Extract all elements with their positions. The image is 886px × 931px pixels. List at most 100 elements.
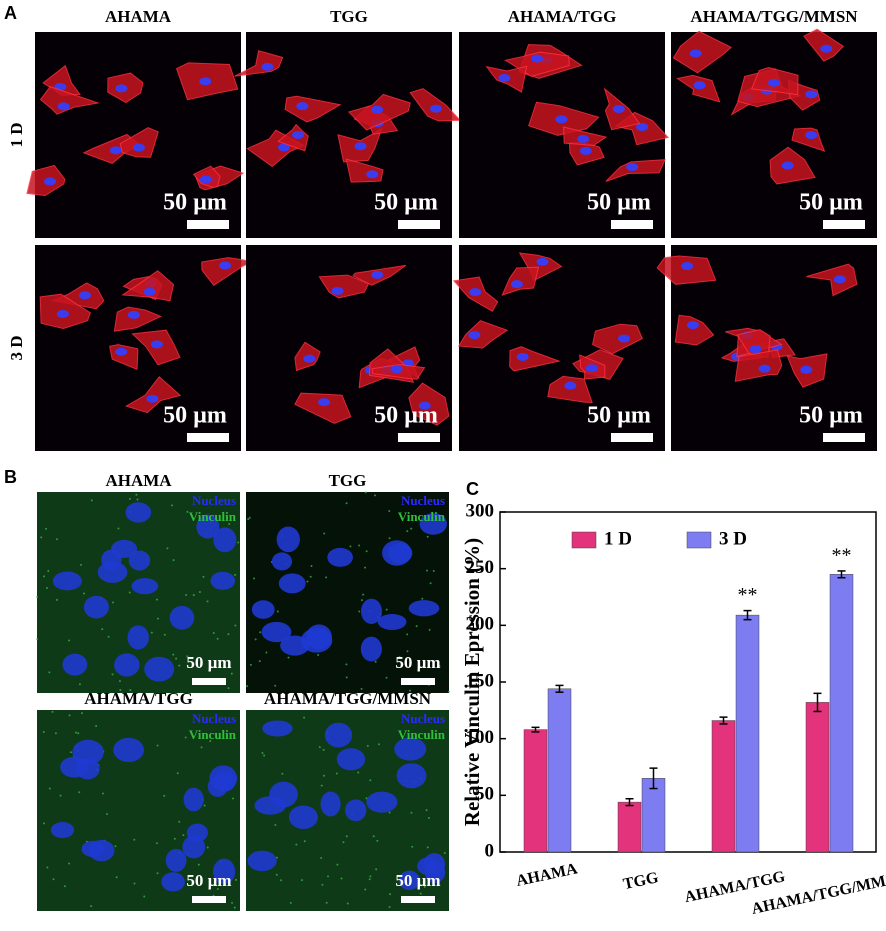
speckle: [388, 537, 391, 540]
speckle: [364, 888, 367, 891]
speckle: [156, 598, 159, 601]
speckle: [135, 493, 138, 496]
speckle: [47, 569, 50, 572]
speckle: [369, 779, 372, 782]
speckle: [432, 569, 435, 572]
micrograph: 50 µm: [452, 245, 665, 451]
nucleus: [125, 502, 152, 523]
scale-bar: [187, 433, 229, 442]
speckle: [406, 633, 409, 636]
speckle: [309, 575, 312, 578]
speckle: [52, 878, 55, 881]
nucleus: [318, 398, 331, 407]
speckle: [335, 772, 338, 775]
nucleus: [128, 550, 151, 571]
scale-bar: [823, 220, 865, 229]
nucleus: [331, 286, 344, 295]
speckle: [323, 532, 326, 535]
speckle: [156, 617, 159, 620]
speckle: [176, 772, 179, 775]
speckle: [374, 494, 377, 497]
speckle: [342, 841, 345, 844]
speckle: [48, 787, 51, 790]
bar: [829, 574, 854, 853]
speckle: [54, 732, 57, 735]
speckle: [388, 811, 391, 814]
speckle: [427, 816, 430, 819]
nucleus: [303, 354, 316, 363]
speckle: [107, 635, 110, 638]
speckle: [372, 835, 375, 838]
speckle: [365, 550, 368, 553]
speckle: [289, 901, 292, 904]
scale-bar-label: 50 µm: [587, 190, 651, 216]
nucleus: [360, 598, 382, 624]
scale-bar: [398, 220, 440, 229]
speckle: [385, 676, 388, 679]
speckle: [410, 527, 413, 530]
cell: [119, 127, 159, 158]
speckle: [206, 600, 209, 603]
nucleus: [83, 595, 109, 619]
speckle: [234, 624, 237, 627]
speckle: [81, 712, 84, 715]
scale-bar-label: 50 µm: [374, 403, 438, 429]
speckle: [128, 591, 131, 594]
speckle: [80, 563, 83, 566]
y-tick-label: 200: [466, 614, 495, 635]
nucleus: [360, 636, 382, 662]
speckle: [77, 732, 80, 735]
nucleus: [161, 872, 185, 892]
scale-bar: [398, 433, 440, 442]
speckle: [133, 882, 136, 885]
speckle: [411, 735, 414, 738]
cell: [672, 30, 732, 74]
speckle: [300, 879, 303, 882]
nucleus: [382, 540, 412, 566]
speckle: [406, 530, 409, 533]
speckle: [325, 576, 328, 579]
nucleus: [820, 44, 833, 53]
cell: [284, 95, 342, 123]
nucleus: [278, 143, 291, 152]
bar: [547, 688, 572, 853]
speckle: [234, 573, 237, 576]
nucleus: [366, 791, 398, 813]
image-title: TGG: [329, 471, 367, 490]
nucleus: [132, 143, 145, 152]
vinculin-label: Vinculin: [189, 727, 237, 742]
error-bar: [531, 726, 540, 733]
nucleus: [805, 90, 818, 99]
nucleus: [585, 364, 598, 373]
nucleus: [213, 858, 236, 885]
speckle: [249, 663, 252, 666]
speckle: [358, 544, 361, 547]
speckle: [318, 746, 321, 749]
nucleus: [536, 257, 549, 266]
speckle: [143, 895, 146, 898]
nucleus: [113, 737, 145, 763]
speckle: [209, 740, 212, 743]
cell: [121, 270, 175, 302]
speckle: [275, 856, 278, 859]
speckle: [75, 731, 78, 734]
scale-bar: [611, 433, 653, 442]
significance-label: **: [738, 584, 758, 606]
speckle: [364, 491, 367, 494]
speckle: [374, 660, 377, 663]
speckle: [246, 685, 249, 688]
speckle: [182, 834, 185, 837]
nucleus: [498, 73, 511, 82]
speckle: [248, 516, 251, 519]
bar: [641, 778, 666, 853]
nucleus: [749, 345, 762, 354]
speckle: [101, 792, 104, 795]
nucleus: [207, 776, 228, 797]
speckle: [345, 676, 348, 679]
micrograph: 50 µm: [234, 32, 462, 238]
nucleus: [186, 823, 208, 842]
scale-bar-label: 50 µm: [374, 190, 438, 216]
bar: [711, 720, 736, 853]
nucleus: [354, 142, 367, 151]
speckle: [206, 846, 209, 849]
